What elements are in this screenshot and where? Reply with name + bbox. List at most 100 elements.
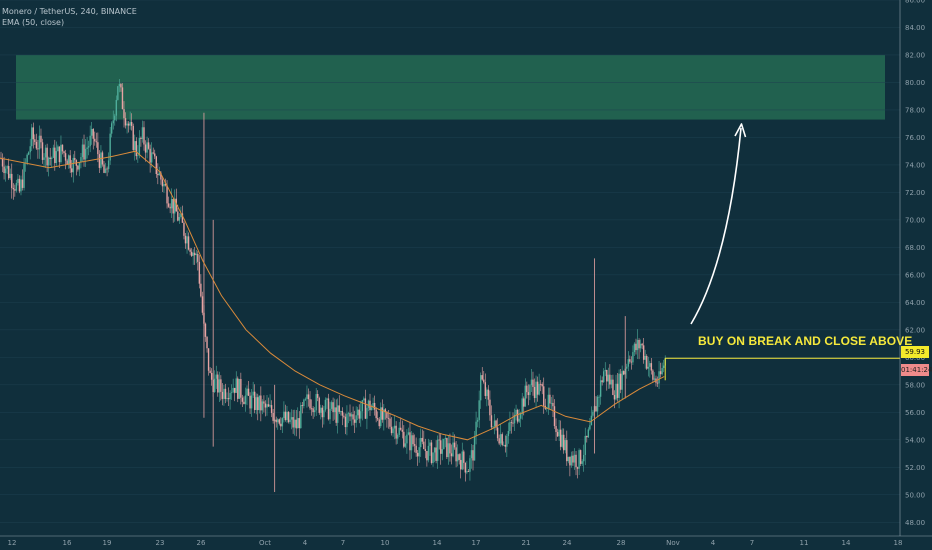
candle-body bbox=[67, 155, 70, 165]
y-tick-label: 76.00 bbox=[905, 134, 925, 142]
candle-body bbox=[403, 431, 405, 447]
candle-body bbox=[519, 414, 522, 419]
candle-body bbox=[406, 434, 408, 444]
candle-body bbox=[493, 420, 496, 427]
candle-body bbox=[609, 374, 611, 385]
candle-body bbox=[263, 401, 265, 404]
candle-body bbox=[9, 173, 11, 179]
x-tick-label: 14 bbox=[433, 539, 442, 547]
candle-body bbox=[38, 135, 41, 150]
candle-body bbox=[476, 420, 479, 422]
candle-body bbox=[384, 409, 387, 412]
candle-body bbox=[541, 384, 543, 387]
candle-body bbox=[304, 398, 307, 400]
candle-body bbox=[412, 435, 414, 445]
candle-body bbox=[227, 398, 230, 400]
candle-body bbox=[189, 249, 191, 252]
candle-body bbox=[269, 405, 271, 407]
candle-body bbox=[74, 157, 76, 161]
candle-body bbox=[473, 436, 476, 461]
candle-body bbox=[247, 388, 250, 396]
y-tick-label: 64.00 bbox=[905, 299, 925, 307]
candle-body bbox=[281, 418, 284, 427]
candle-body bbox=[15, 182, 18, 191]
candle-body bbox=[307, 394, 310, 400]
candle-body bbox=[492, 426, 494, 428]
candle-body bbox=[198, 261, 201, 284]
candle-body bbox=[107, 160, 110, 170]
candle-body bbox=[190, 251, 193, 256]
candle-body bbox=[475, 421, 477, 437]
candle-body bbox=[249, 395, 251, 409]
candle-body bbox=[341, 411, 344, 416]
candle-body bbox=[106, 168, 108, 170]
candle-body bbox=[29, 146, 31, 153]
candle-body bbox=[100, 152, 102, 168]
candle-body bbox=[46, 147, 48, 166]
candle-body bbox=[353, 419, 356, 423]
candle-body bbox=[47, 157, 50, 166]
candle-body bbox=[429, 442, 431, 446]
candle-body bbox=[186, 236, 188, 244]
candle-body bbox=[164, 184, 167, 186]
candle-body bbox=[94, 138, 96, 142]
candle-body bbox=[215, 374, 217, 379]
candle-body bbox=[650, 363, 653, 371]
candle-body bbox=[556, 432, 559, 437]
candle-body bbox=[32, 127, 34, 140]
candle-body bbox=[435, 447, 437, 461]
candle-body bbox=[607, 374, 610, 382]
candle-body bbox=[521, 398, 523, 415]
candle-body bbox=[209, 370, 211, 374]
x-tick-label: 26 bbox=[197, 539, 206, 547]
candle-body bbox=[98, 154, 101, 168]
candle-body bbox=[217, 374, 219, 393]
candle-body bbox=[280, 423, 282, 427]
candle-body bbox=[446, 437, 448, 458]
candle-body bbox=[118, 84, 121, 87]
candle-body bbox=[293, 419, 296, 428]
candle-body bbox=[144, 144, 147, 153]
candle-body bbox=[146, 142, 148, 153]
x-tick-label: 12 bbox=[8, 539, 17, 547]
candle-body bbox=[364, 398, 367, 419]
candle-body bbox=[363, 398, 365, 401]
candle-body bbox=[533, 386, 536, 399]
candle-body bbox=[532, 379, 534, 387]
candle-body bbox=[590, 415, 593, 426]
candle-body bbox=[224, 388, 227, 399]
candle-body bbox=[612, 379, 614, 396]
candle-body bbox=[344, 416, 347, 428]
candle-body bbox=[426, 450, 428, 461]
candle-body bbox=[389, 418, 391, 427]
candle-body bbox=[536, 381, 539, 395]
candle-body bbox=[596, 396, 599, 412]
candle-body bbox=[638, 340, 640, 349]
candle-body bbox=[257, 397, 259, 411]
candle-body bbox=[201, 296, 204, 313]
candle-body bbox=[169, 206, 171, 209]
candle-body bbox=[12, 187, 14, 190]
candle-body bbox=[329, 408, 331, 420]
candle-body bbox=[43, 157, 45, 160]
candle-body bbox=[183, 222, 185, 236]
candle-body bbox=[347, 413, 350, 415]
candle-body bbox=[174, 198, 176, 214]
candle-body bbox=[266, 404, 268, 408]
candle-body bbox=[326, 398, 328, 400]
candle-body bbox=[340, 411, 342, 412]
candle-body bbox=[346, 413, 348, 428]
y-tick-label: 72.00 bbox=[905, 189, 925, 197]
candle-body bbox=[300, 405, 302, 429]
candle-body bbox=[480, 375, 482, 401]
candle-body bbox=[214, 378, 216, 393]
candle-body bbox=[436, 439, 439, 461]
candle-body bbox=[460, 459, 462, 470]
candle-body bbox=[615, 383, 617, 400]
candle-body bbox=[550, 402, 553, 404]
candle-body bbox=[18, 178, 21, 192]
candle-body bbox=[252, 391, 254, 396]
candle-body bbox=[35, 141, 38, 149]
